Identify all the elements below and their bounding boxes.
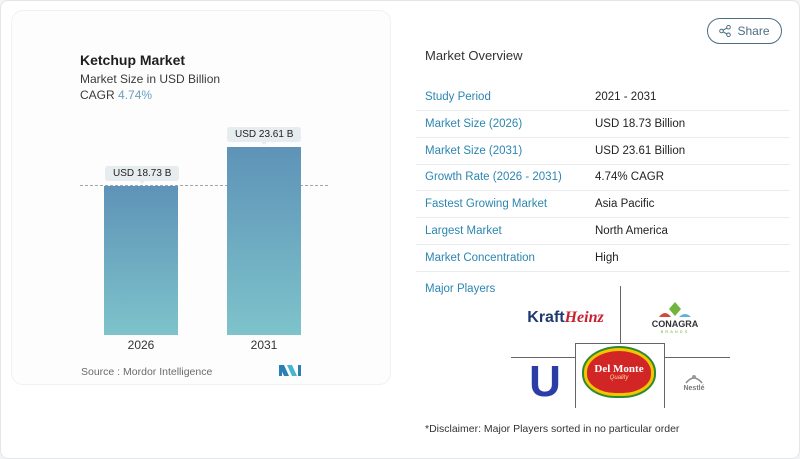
overview-row: Largest Market North America — [416, 218, 790, 245]
overview-title: Market Overview — [425, 48, 523, 63]
divider — [511, 357, 576, 358]
share-button[interactable]: Share — [707, 18, 782, 44]
major-players-label: Major Players — [425, 283, 496, 295]
row-value: 2021 - 2031 — [595, 91, 657, 103]
unilever-logo: U — [526, 357, 564, 406]
row-value: 4.74% CAGR — [595, 171, 665, 183]
row-value: High — [595, 252, 619, 264]
overview-row: Market Size (2031) USD 23.61 Billion — [416, 138, 790, 165]
row-key: Study Period — [425, 91, 491, 103]
del-monte-logo: Del Monte Quality — [584, 348, 654, 396]
row-value: Asia Pacific — [595, 198, 655, 210]
cagr-label: CAGR — [80, 88, 115, 102]
divider — [665, 357, 730, 358]
share-label: Share — [737, 24, 770, 38]
conagra-leaf-icon — [659, 301, 691, 317]
divider — [620, 286, 621, 343]
overview-row: Market Size (2026) USD 18.73 Billion — [416, 111, 790, 138]
divider — [664, 343, 665, 408]
divider — [575, 343, 576, 408]
nestle-text: Nestlé — [683, 384, 705, 392]
mordor-logo-icon — [279, 365, 301, 376]
row-key: Fastest Growing Market — [425, 198, 548, 210]
reference-line — [80, 185, 328, 186]
unilever-u: U — [529, 357, 561, 406]
overview-row: Market Concentration High — [416, 245, 790, 272]
x-tick-2026: 2026 — [127, 338, 155, 352]
overview-row: Fastest Growing Market Asia Pacific — [416, 191, 790, 218]
row-key: Largest Market — [425, 225, 502, 237]
chart-title: Ketchup Market — [80, 52, 186, 68]
row-value: North America — [595, 225, 668, 237]
cagr-value: 4.74% — [118, 88, 153, 102]
row-key: Market Concentration — [425, 252, 535, 264]
disclaimer-text: *Disclaimer: Major Players sorted in no … — [425, 423, 680, 435]
x-tick-2031: 2031 — [250, 338, 278, 352]
conagra-sub: BRANDS — [660, 328, 690, 334]
kraft-text: Kraft — [527, 309, 565, 326]
heinz-text: Heinz — [564, 309, 604, 326]
overview-row: Growth Rate (2026 - 2031) 4.74% CAGR — [416, 164, 790, 191]
row-value: USD 23.61 Billion — [595, 145, 686, 157]
chart-subtitle: Market Size in USD Billion — [80, 72, 221, 86]
nestle-nest-icon — [685, 374, 703, 383]
kraft-heinz-logo: Kraft Heinz — [518, 307, 613, 329]
nestle-logo: Nestlé — [677, 366, 711, 396]
row-key: Growth Rate (2026 - 2031) — [425, 171, 562, 183]
row-key: Market Size (2031) — [425, 145, 523, 157]
bar-label-2026: USD 18.73 B — [105, 166, 180, 184]
source-text: Source : Mordor Intelligence — [81, 366, 213, 378]
conagra-text: CONAGRA — [651, 318, 699, 329]
row-key: Market Size (2026) — [425, 118, 523, 130]
bar-2031 — [227, 147, 301, 335]
overview-row: Study Period 2021 - 2031 — [416, 84, 790, 111]
del-monte-sub: Quality — [609, 375, 629, 381]
bar-2026 — [104, 186, 178, 335]
cagr-line: CAGR 4.74% — [80, 88, 152, 102]
conagra-logo: CONAGRA BRANDS — [645, 297, 705, 337]
share-icon — [719, 25, 732, 37]
del-monte-text: Del Monte — [594, 363, 644, 375]
chart-panel — [11, 10, 391, 385]
bar-label-2031: USD 23.61 B — [227, 127, 302, 145]
divider — [575, 343, 665, 344]
row-value: USD 18.73 Billion — [595, 118, 686, 130]
